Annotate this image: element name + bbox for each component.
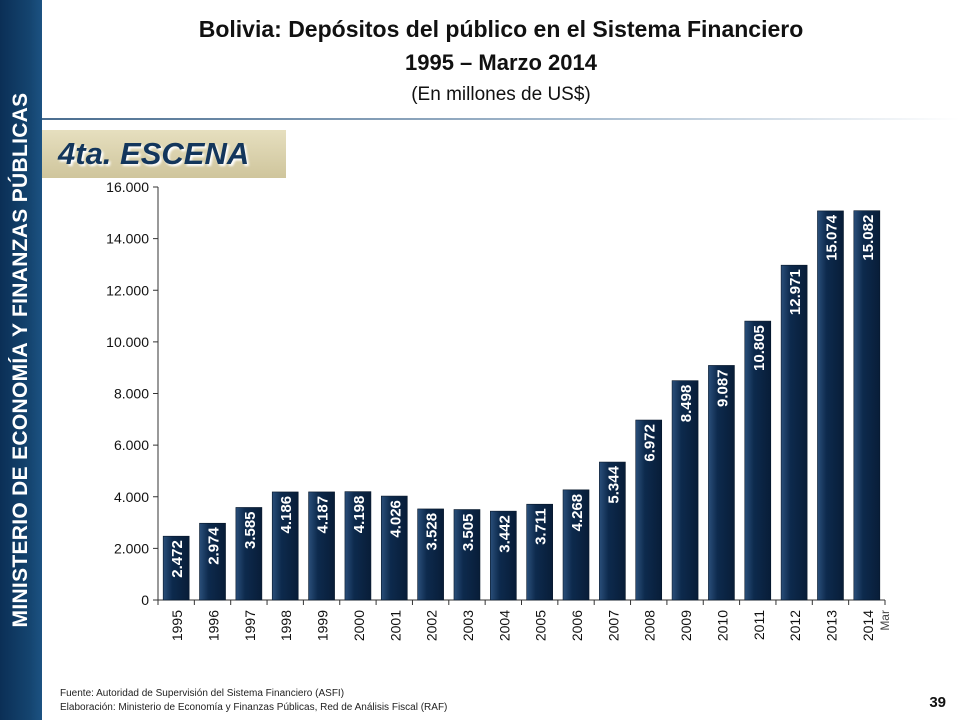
data-label: 3.585 (242, 511, 259, 549)
x-tick-label: 1999 (315, 610, 331, 641)
x-tick-label: 1996 (206, 610, 222, 641)
y-tick-label: 4.000 (114, 489, 149, 505)
x-tick-label: 2006 (569, 610, 585, 641)
x-tick-label: 2013 (823, 610, 839, 641)
y-tick-label: 14.000 (106, 231, 149, 247)
data-label: 15.074 (823, 214, 840, 261)
data-label: 3.505 (460, 514, 477, 552)
bar (635, 419, 663, 601)
category-note-label: Mar (878, 610, 892, 631)
data-label: 15.082 (860, 215, 877, 261)
y-tick-label: 2.000 (114, 540, 149, 556)
chart-subtitle: 1995 – Marzo 2014 (404, 50, 598, 75)
scene-banner: 4ta. ESCENA (42, 130, 286, 178)
x-tick-label: 1995 (169, 610, 185, 641)
bar (780, 264, 808, 601)
data-label: 5.344 (605, 465, 622, 503)
bar (853, 210, 881, 601)
bar (671, 380, 699, 601)
sidebar: MINISTERIO DE ECONOMÍA Y FINANZAS PÚBLIC… (0, 0, 42, 720)
elaboration-note: Elaboración: Ministerio de Economía y Fi… (60, 702, 448, 713)
chart-units: (En millones de US$) (411, 84, 591, 105)
data-label: 2.472 (169, 540, 186, 578)
x-tick-label: 2008 (642, 610, 658, 641)
bar (308, 491, 335, 601)
data-label: 9.087 (714, 369, 731, 407)
x-tick-label: 2011 (751, 610, 767, 640)
y-tick-label: 6.000 (114, 437, 149, 453)
bar (599, 461, 626, 601)
header-divider (42, 118, 960, 120)
x-tick-label: 2000 (351, 610, 367, 641)
bar (162, 535, 190, 601)
data-label: 4.186 (278, 496, 295, 534)
data-label: 4.198 (351, 496, 368, 534)
bar (526, 503, 553, 601)
x-tick-label: 2007 (605, 610, 621, 641)
bar (817, 210, 844, 601)
data-label: 10.805 (751, 325, 768, 371)
x-tick-label: 2001 (387, 610, 403, 641)
chart-title: Bolivia: Depósitos del público en el Sis… (198, 16, 804, 42)
source-note: Fuente: Autoridad de Supervisión del Sis… (60, 688, 345, 699)
data-label: 6.972 (642, 424, 659, 462)
data-label: 2.974 (206, 527, 223, 565)
bar (380, 495, 408, 601)
x-tick-label: 2014 (860, 610, 876, 641)
y-tick-label: 0 (141, 592, 149, 608)
data-label: 3.711 (533, 508, 550, 545)
data-label: 4.268 (569, 494, 586, 532)
bar (271, 491, 299, 601)
bar (744, 320, 772, 601)
data-label: 4.026 (387, 500, 404, 538)
x-tick-label: 2010 (714, 610, 730, 641)
x-tick-label: 2012 (787, 610, 803, 641)
bar (344, 491, 372, 601)
data-label: 3.528 (424, 513, 441, 551)
bar (708, 365, 735, 601)
data-label: 4.187 (315, 496, 332, 534)
data-label: 8.498 (678, 385, 695, 423)
x-tick-label: 2002 (424, 610, 440, 641)
y-tick-label: 10.000 (106, 334, 149, 350)
bar (453, 509, 481, 601)
bar (199, 522, 226, 601)
x-tick-label: 1997 (242, 610, 258, 641)
x-tick-label: 2003 (460, 610, 476, 641)
data-label: 3.442 (496, 515, 513, 553)
page-number: 39 (929, 694, 946, 711)
bar (417, 508, 444, 601)
bar (490, 510, 517, 601)
scene-label: 4ta. ESCENA (58, 136, 250, 171)
bar (562, 489, 590, 601)
data-label: 12.971 (787, 269, 804, 315)
x-tick-label: 2009 (678, 610, 694, 641)
x-tick-label: 1998 (278, 610, 294, 641)
y-tick-label: 8.000 (114, 386, 149, 402)
bar (235, 507, 263, 601)
x-tick-label: 2005 (533, 610, 549, 641)
y-tick-label: 12.000 (106, 282, 149, 298)
x-tick-label: 2004 (496, 610, 512, 641)
y-tick-label: 16.000 (106, 179, 149, 195)
footer-notes: Fuente: Autoridad de Supervisión del Sis… (60, 687, 447, 715)
